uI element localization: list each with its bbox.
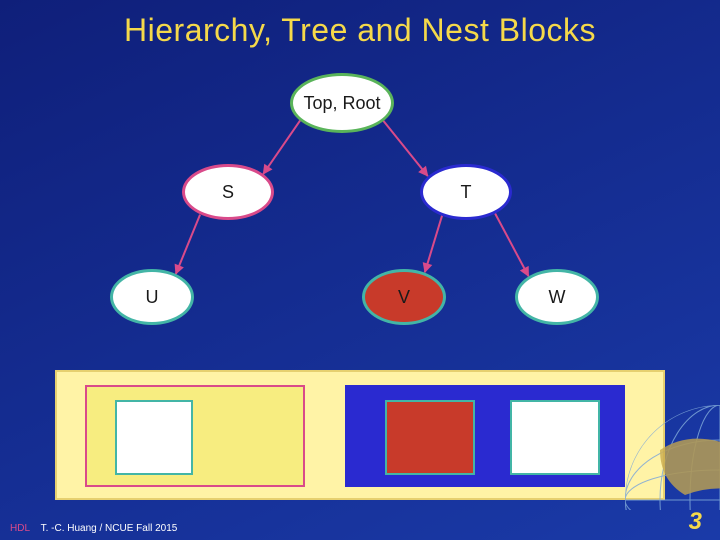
tree-node-w: W: [515, 269, 599, 325]
tree-node-v: V: [362, 269, 446, 325]
nest-block-v-block: [385, 400, 475, 475]
footer-author: T. -C. Huang / NCUE Fall 2015: [41, 523, 178, 534]
tree-node-root: Top, Root: [290, 73, 394, 133]
tree-node-label: W: [549, 287, 566, 308]
nest-block-w-block: [510, 400, 600, 475]
slide: Hierarchy, Tree and Nest Blocks Top, Roo…: [0, 0, 720, 540]
tree-edge: [263, 120, 301, 174]
tree-edge: [383, 120, 429, 176]
tree-node-label: Top, Root: [303, 93, 380, 114]
nest-block-u-block: [115, 400, 193, 475]
footer-left-label: HDL: [10, 523, 30, 534]
tree-node-t: T: [420, 164, 512, 220]
tree-node-label: V: [398, 287, 410, 308]
globe-decoration-icon: [600, 390, 720, 510]
slide-title: Hierarchy, Tree and Nest Blocks: [0, 12, 720, 49]
tree-node-label: U: [146, 287, 159, 308]
tree-edge: [494, 213, 529, 277]
tree-edge: [175, 214, 201, 274]
tree-node-label: T: [461, 182, 472, 203]
page-number: 3: [689, 508, 702, 536]
tree-edge: [423, 216, 442, 273]
footer: HDL T. -C. Huang / NCUE Fall 2015: [10, 523, 177, 534]
tree-node-s: S: [182, 164, 274, 220]
tree-node-u: U: [110, 269, 194, 325]
tree-node-label: S: [222, 182, 234, 203]
